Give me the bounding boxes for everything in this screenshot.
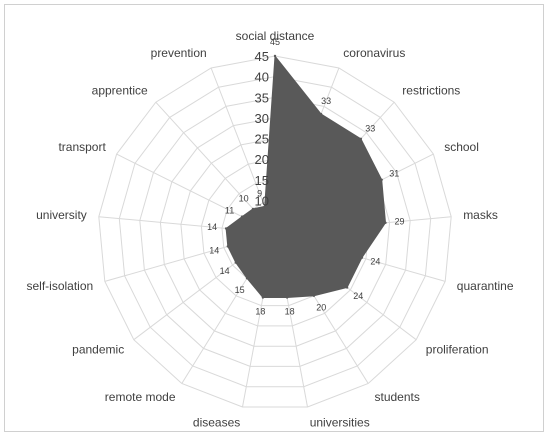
data-label-8: 18 <box>285 306 295 316</box>
category-label-1: coronavirus <box>343 46 405 60</box>
data-point-1 <box>319 112 323 116</box>
data-point-10 <box>245 277 249 280</box>
data-label-7: 20 <box>316 303 326 313</box>
data-label-4: 29 <box>394 217 404 227</box>
category-label-12: self-isolation <box>26 279 93 293</box>
data-point-8 <box>285 296 289 299</box>
category-label-8: universities <box>310 416 370 430</box>
data-label-11: 14 <box>220 266 230 276</box>
data-label-2: 33 <box>365 123 375 133</box>
grid-ring-40 <box>118 76 432 388</box>
category-label-10: remote mode <box>105 390 176 404</box>
category-label-4: masks <box>463 208 498 222</box>
data-point-2 <box>359 137 363 140</box>
tick-label-20: 20 <box>255 152 269 167</box>
tick-label-35: 35 <box>255 90 269 105</box>
data-point-12 <box>226 245 229 248</box>
data-label-15: 10 <box>239 194 249 204</box>
data-point-14 <box>240 215 244 218</box>
grid-ring-45 <box>98 55 452 408</box>
radar-series <box>224 54 387 299</box>
data-label-6: 24 <box>353 291 363 301</box>
data-point-11 <box>234 261 237 264</box>
tick-label-25: 25 <box>255 132 269 147</box>
tick-label-40: 40 <box>255 70 269 85</box>
data-point-0 <box>273 54 277 58</box>
category-label-5: quarantine <box>457 279 514 293</box>
data-point-15 <box>251 207 255 211</box>
tick-label-30: 30 <box>255 111 269 126</box>
radar-category-labels: social distance coronavirus restrictions sc… <box>26 29 513 430</box>
data-label-5: 24 <box>370 257 380 267</box>
data-point-13 <box>224 227 228 230</box>
category-label-2: restrictions <box>402 83 460 97</box>
category-label-16: prevention <box>151 46 207 60</box>
category-label-7: students <box>375 390 420 404</box>
data-point-7 <box>312 294 316 297</box>
grid-ring-35 <box>139 96 411 367</box>
category-label-9: diseases <box>193 416 240 430</box>
data-point-3 <box>380 178 383 181</box>
data-point-16 <box>263 205 266 208</box>
data-label-10: 15 <box>235 285 245 295</box>
tick-label-10: 10 <box>255 193 269 208</box>
data-label-13: 14 <box>207 222 217 232</box>
radar-tick-labels: 10 15 20 25 30 35 40 45 <box>255 49 269 208</box>
data-point-6 <box>345 286 349 289</box>
category-label-15: apprentice <box>92 83 148 97</box>
category-label-14: transport <box>58 140 106 154</box>
data-label-9: 18 <box>255 306 265 316</box>
data-label-14: 11 <box>225 205 234 215</box>
category-label-6: proliferation <box>426 342 489 356</box>
tick-label-45: 45 <box>255 49 269 64</box>
data-point-4 <box>384 221 387 224</box>
data-label-3: 31 <box>389 169 399 179</box>
tick-label-15: 15 <box>255 173 269 188</box>
data-point-9 <box>261 296 265 299</box>
category-label-13: university <box>36 208 87 222</box>
data-label-12: 14 <box>209 245 219 255</box>
data-label-1: 33 <box>321 96 331 106</box>
series-area <box>225 54 387 298</box>
data-point-5 <box>360 256 364 259</box>
data-label-0: 45 <box>270 37 280 47</box>
category-label-0: social distance <box>236 29 315 43</box>
category-label-11: pandemic <box>72 342 124 356</box>
data-label-16: 9 <box>257 188 262 198</box>
category-label-3: school <box>444 140 479 154</box>
